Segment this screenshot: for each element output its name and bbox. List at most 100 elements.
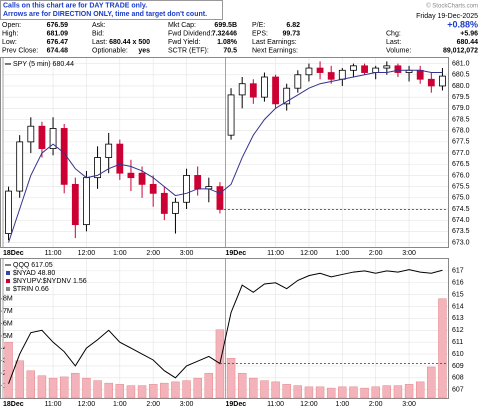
y-tick-label: 614	[452, 303, 464, 310]
y2-tick-label: 7M	[3, 308, 13, 315]
legend-marker	[6, 279, 10, 283]
volume-bar	[126, 385, 136, 399]
legend-label: QQQ 617.05	[13, 262, 53, 269]
moving-average	[8, 69, 443, 243]
quote-value: 674.48	[47, 47, 69, 54]
quote-value: yes	[138, 47, 150, 54]
y-tick-label: 615	[452, 291, 464, 298]
y-tick-label: 612	[452, 327, 464, 334]
legend-label: SPY (5 min) 680.44	[13, 61, 74, 68]
x-tick-label: 19Dec	[226, 250, 247, 257]
legend-marker	[6, 287, 10, 291]
volume-bar	[93, 380, 102, 399]
candle-body	[238, 83, 246, 96]
volume-bar	[293, 385, 303, 399]
x-tick-label: 11:00	[45, 401, 62, 406]
candle-body	[94, 157, 101, 179]
candle-body	[439, 75, 446, 87]
candle-body	[361, 65, 368, 73]
candle-body	[194, 175, 202, 190]
volume-bar	[115, 384, 125, 399]
candle-body	[160, 192, 168, 214]
y-tick-label: 616	[452, 280, 464, 287]
candle-body	[38, 125, 46, 149]
x-tick-label: 3:00	[402, 401, 416, 406]
candle-body	[172, 201, 179, 214]
y-tick-label: 680.5	[452, 72, 470, 79]
note-line: Arrows are for DIRECTION ONLY, time and …	[3, 11, 207, 18]
volume-bar	[304, 386, 314, 399]
quote-label: Chg:	[386, 30, 401, 37]
quote-value: 7.32446	[212, 30, 237, 37]
candle-body	[272, 76, 279, 105]
volume-bar	[26, 370, 36, 399]
y-tick-label: 679.5	[452, 94, 470, 101]
candle-body	[138, 172, 146, 185]
y-tick-label: 679.0	[452, 105, 470, 112]
y-tick-label: 611	[452, 339, 463, 346]
volume-bar	[393, 385, 403, 399]
y-tick-label: 681.0	[452, 60, 470, 67]
quote-label: Next Earnings:	[252, 47, 298, 54]
quote-label: Volume:	[386, 47, 411, 54]
x-tick-label: 12:00	[78, 401, 96, 406]
candle-body	[338, 69, 346, 80]
quote-value: 676.59	[47, 22, 69, 29]
quote-label: High:	[2, 30, 18, 37]
quote-value: 681.09	[47, 30, 69, 37]
volume-bar	[338, 386, 347, 399]
candle-body	[372, 67, 380, 73]
volume-bar	[137, 385, 147, 399]
x-tick-label: 3:00	[180, 250, 194, 257]
x-tick-label: 2:00	[369, 401, 383, 406]
candle-body	[5, 190, 12, 234]
x-tick-label: 12:00	[78, 250, 96, 257]
x-tick-label: 11:00	[45, 250, 62, 257]
y2-tick-label: 5M	[3, 333, 13, 340]
quote-label: Last:	[386, 39, 401, 46]
volume-bar	[48, 377, 58, 399]
y-tick-label: 609	[452, 363, 464, 370]
candle-body	[83, 177, 90, 226]
y-tick-label: 673.5	[452, 228, 470, 235]
x-tick-label: 18Dec	[3, 250, 24, 257]
candle-body	[294, 74, 302, 89]
legend-label: $TRIN 0.66	[13, 286, 49, 293]
x-tick-label: 2:00	[369, 250, 383, 257]
candle-body	[71, 183, 79, 226]
y-tick-label: 677.0	[452, 150, 470, 157]
y2-tick-label: 6M	[3, 320, 13, 327]
y-tick-label: 680.0	[452, 83, 470, 90]
quote-label: Last:	[92, 39, 107, 46]
x-tick-label: 12:00	[300, 401, 318, 406]
x-tick-label: 1:00	[113, 401, 127, 406]
x-tick-label: 11:00	[267, 401, 284, 406]
y-tick-label: 676.0	[452, 172, 470, 179]
x-tick-label: 1:00	[336, 401, 350, 406]
candle-body	[127, 172, 135, 179]
volume-bar	[160, 382, 169, 399]
x-tick-label: 11:00	[267, 250, 284, 257]
quote-value: 699.5B	[214, 22, 237, 29]
quote-value: 676.47	[47, 39, 69, 46]
note-box	[0, 0, 223, 20]
x-tick-label: 19Dec	[226, 401, 247, 406]
y-tick-label: 613	[452, 315, 464, 322]
volume-bar	[382, 385, 392, 399]
quote-value: 1.08%	[217, 39, 238, 46]
quote-label: SCTR (ETF):	[168, 47, 209, 54]
candle-body	[261, 76, 268, 98]
volume-bar	[171, 381, 180, 399]
volume-bar	[249, 377, 258, 399]
x-tick-label: 3:00	[402, 250, 416, 257]
legend-marker	[6, 271, 10, 275]
x-tick-label: 1:00	[336, 250, 350, 257]
candle-body	[227, 94, 235, 136]
quote-value: 99.73	[282, 30, 300, 37]
quote-date: Friday 19-Dec-2025	[416, 13, 478, 20]
y-tick-label: 610	[452, 351, 464, 358]
quote-label: Low:	[2, 39, 17, 46]
volume-bar	[438, 298, 447, 399]
series-line	[8, 269, 443, 384]
